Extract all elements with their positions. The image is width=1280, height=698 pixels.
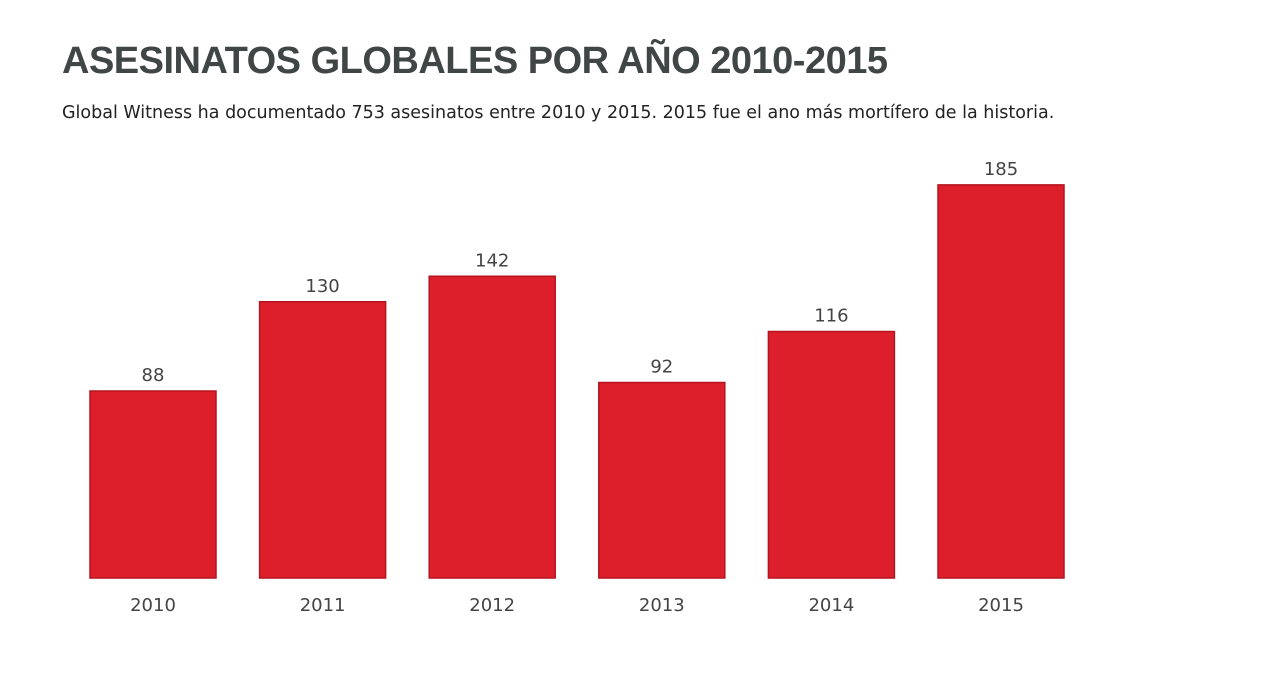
value-label: 88: [142, 365, 165, 386]
bar: [767, 330, 896, 579]
bar: [937, 184, 1065, 579]
value-label: 130: [305, 276, 339, 297]
x-tick-label: 2015: [978, 595, 1024, 616]
x-tick-label: 2011: [300, 595, 346, 616]
x-tick-label: 2013: [639, 595, 685, 616]
chart-title: ASESINATOS GLOBALES POR AÑO 2010-2015: [62, 38, 888, 82]
chart-subtitle: Global Witness ha documentado 753 asesin…: [62, 103, 1054, 123]
x-tick-label: 2012: [469, 595, 515, 616]
bar: [598, 381, 726, 579]
value-label: 92: [650, 357, 673, 378]
value-label: 142: [475, 250, 509, 271]
bar: [428, 275, 556, 579]
x-tick-label: 2010: [130, 595, 176, 616]
x-tick-label: 2014: [808, 595, 854, 616]
value-label: 185: [984, 159, 1018, 180]
bar: [89, 390, 217, 579]
bar: [258, 301, 387, 579]
value-label: 116: [814, 306, 848, 327]
